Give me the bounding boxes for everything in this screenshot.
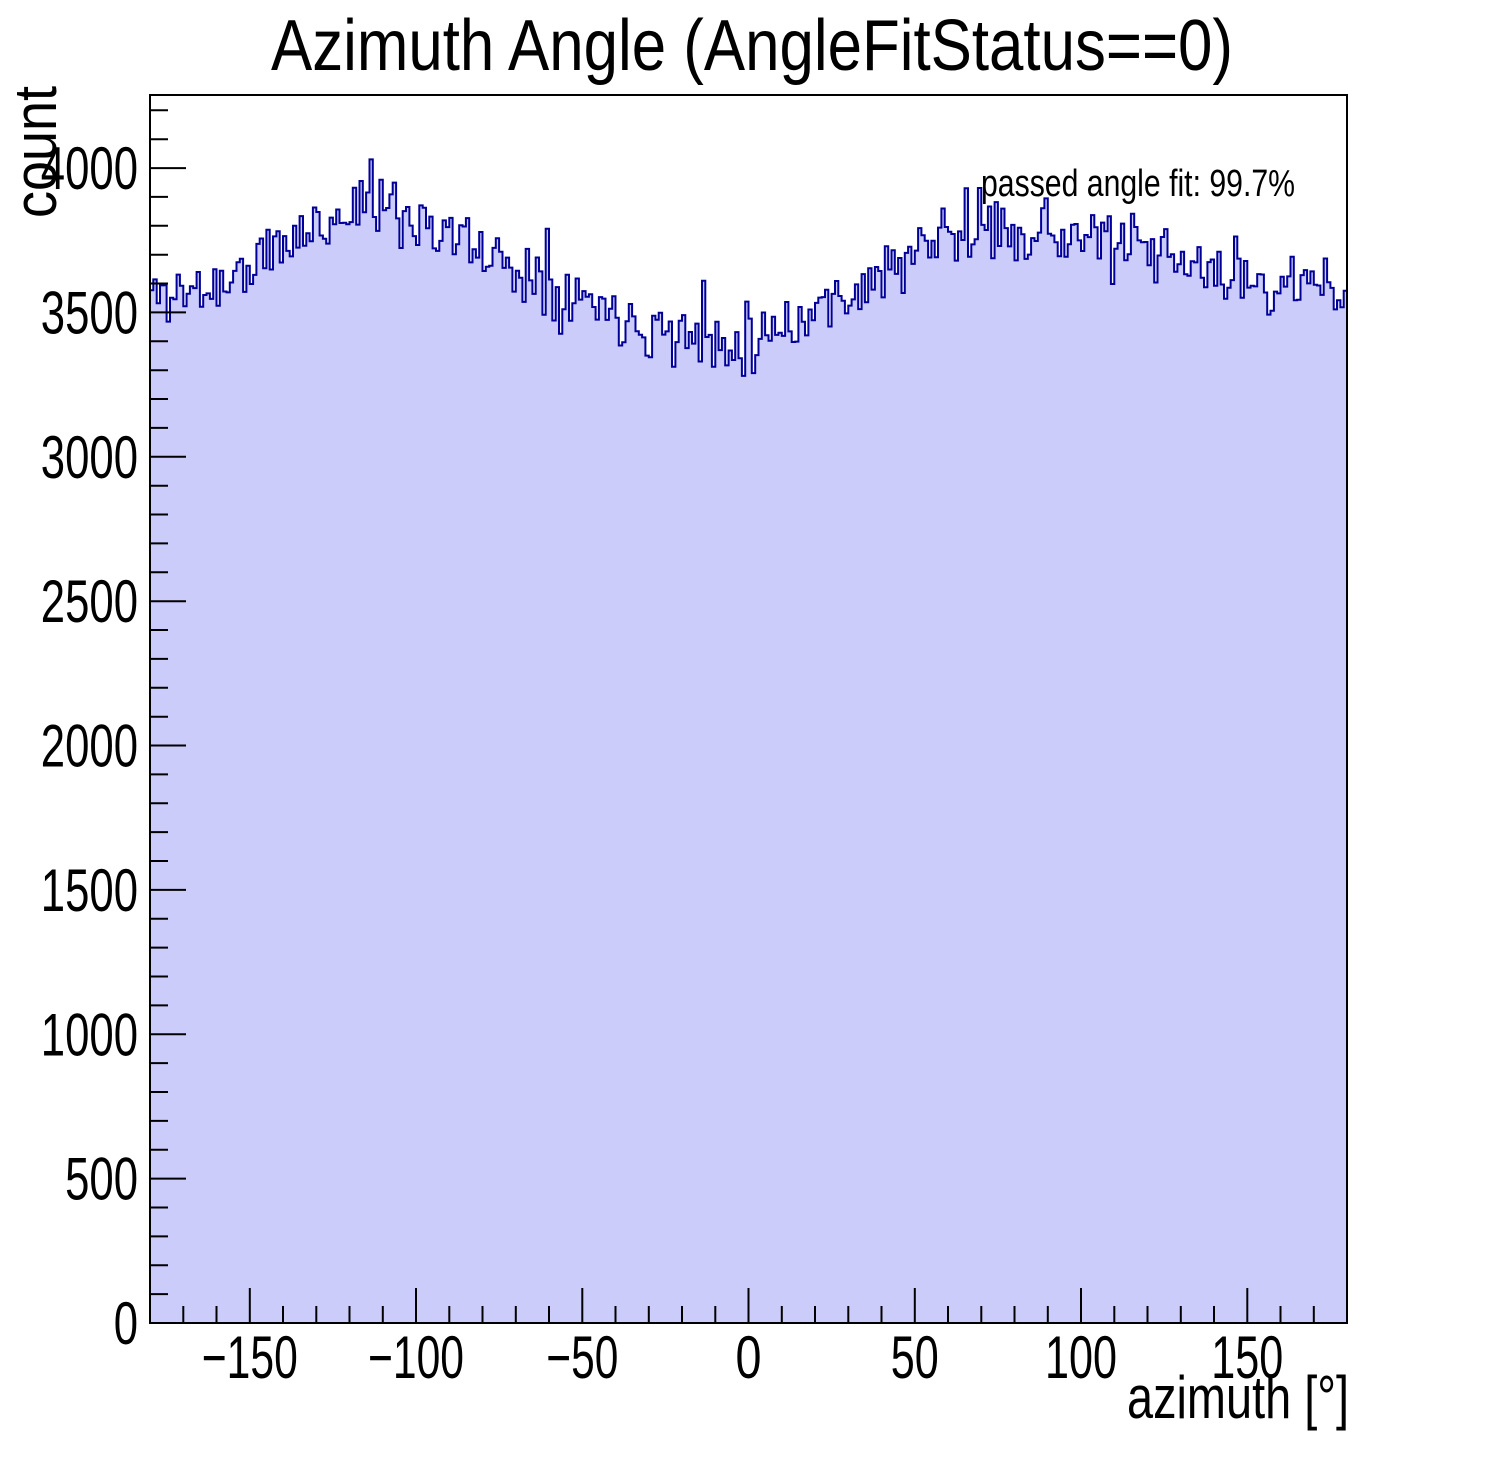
y-axis-title: count bbox=[2, 86, 69, 218]
histogram-fill-layer bbox=[150, 159, 1347, 1323]
y-tick-label: 3500 bbox=[41, 279, 138, 346]
x-tick-label: 50 bbox=[891, 1324, 939, 1391]
y-tick-label: 500 bbox=[65, 1146, 138, 1213]
y-tick-label: 2500 bbox=[41, 568, 138, 635]
x-tick-label: −100 bbox=[368, 1324, 464, 1391]
histogram-outline bbox=[149, 158, 1348, 1323]
x-tick-label: 150 bbox=[1211, 1324, 1283, 1391]
y-tick-label: 3000 bbox=[41, 424, 138, 491]
passed-angle-fit-annotation: passed angle fit: 99.7% bbox=[981, 163, 1295, 205]
x-tick-label: −50 bbox=[546, 1324, 618, 1391]
y-tick-label: 4000 bbox=[41, 135, 138, 202]
histogram-outline-layer bbox=[149, 158, 1348, 1323]
chart-title: Azimuth Angle (AngleFitStatus==0) bbox=[271, 6, 1233, 86]
axes-layer bbox=[149, 94, 1348, 1324]
y-tick-label: 1000 bbox=[41, 1001, 138, 1068]
x-tick-label: −150 bbox=[202, 1324, 298, 1391]
histogram-fill bbox=[150, 159, 1347, 1323]
x-tick-label: 100 bbox=[1045, 1324, 1117, 1391]
y-tick-label: 2000 bbox=[41, 713, 138, 780]
y-tick-label: 0 bbox=[114, 1290, 138, 1357]
x-axis-title: azimuth [°] bbox=[1127, 1364, 1349, 1431]
x-tick-label: 0 bbox=[736, 1324, 762, 1391]
y-tick-label: 1500 bbox=[41, 857, 138, 924]
